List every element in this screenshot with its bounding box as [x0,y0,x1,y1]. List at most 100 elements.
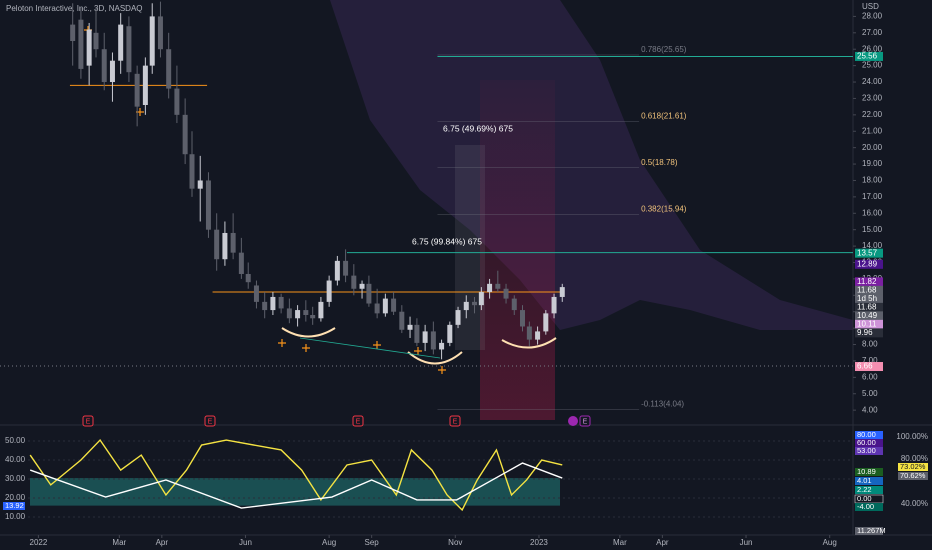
candle-body [334,260,340,281]
price-badge [855,302,883,312]
percent-badge-label: 73.02% [900,462,926,471]
y-tick-label: 28.00 [862,12,883,21]
candle-body [559,287,565,297]
forecast-cloud [330,0,853,330]
indicator-badge-label: 60.00 [857,438,876,447]
candle-body [351,275,357,289]
fib-label: 0.382(15.94) [641,204,687,213]
price-badge [855,328,883,338]
y-tick-label: 21.00 [862,126,883,135]
indicator-badge [855,431,883,439]
candle-body [197,180,203,189]
price-badge [855,285,883,295]
arc [281,327,336,338]
indicator-tick-label: 30.00 [5,474,26,483]
candle-body [174,88,180,115]
event-label: E [356,418,361,425]
price-badge [855,51,883,61]
y-tick-label: 18.00 [862,176,883,185]
candle-body [487,283,493,293]
fib-label: -0.113(4.04) [641,400,684,409]
indicator-badge-label: -4.00 [857,502,874,511]
x-tick-label: Apr [156,538,169,547]
x-tick-label: Mar [613,538,627,547]
y-tick-label: 14.00 [862,241,883,250]
candle-body [93,32,99,50]
candle-body [511,298,517,311]
price-badge [855,294,883,304]
fib-label: 0.618(21.61) [641,111,687,120]
event-label: E [453,418,458,425]
candle-body [471,301,477,306]
price-badge-label: 25.56 [857,52,878,61]
candle-body [101,49,107,83]
candle-body [166,49,172,89]
indicator-badge-label: 10.89 [857,467,876,476]
x-tick-label: Jun [239,538,252,547]
indicator-badge-label: 0.00 [857,494,872,503]
x-tick-label: Mar [112,538,126,547]
y-tick-label: 17.00 [862,192,883,201]
candle-body [318,301,324,319]
event-box [579,415,591,427]
candle-body [189,154,195,189]
price-badge-label: 10.49 [857,311,878,320]
price-badge-label: 9.96 [857,328,873,337]
price-badge [855,259,883,269]
percent-badge [898,472,928,480]
y-tick-label: 20.00 [862,143,883,152]
indicator-tick-label: 50.00 [5,436,26,445]
y-tick-label: 26.00 [862,44,883,53]
candle-body [543,313,549,332]
indicator-badge-label: 80.00 [857,430,876,439]
left-badge [3,502,25,510]
price-badge [855,277,883,287]
candle-body [149,16,155,66]
candle-body [503,288,509,299]
candle-body [86,29,92,66]
indicator-badge [855,477,883,485]
candle-body [157,16,163,50]
event-box [352,415,364,427]
candle-body [478,292,484,306]
candle-body [407,324,413,330]
pattern-arcs [281,327,557,365]
indicator-badge-label: 53.00 [857,446,876,455]
annotation: 6.75 (99.84%) 675 [412,236,482,246]
price-badge-label: 11.68 [857,285,877,294]
percent-badge [898,463,928,471]
candle-body [118,24,124,61]
candle-body [182,114,188,155]
percent-label: 80.00% [901,454,928,463]
event-box [82,415,94,427]
annotation: 6.75 (49.69%) 675 [443,123,513,133]
price-badge-label: 10.11 [857,319,877,328]
y-tick-label: 6.00 [862,372,878,381]
candle-body [422,331,428,343]
candle-body [253,285,259,302]
indicator-badge-label: 2.22 [857,485,872,494]
y-tick-label: 4.00 [862,405,878,414]
candle-body [310,315,316,319]
price-badge-label: 13.57 [857,248,878,257]
candle-body [270,296,276,311]
indicator-tick-label: 40.00 [5,455,26,464]
candle-body [295,310,301,319]
x-tick-label: Nov [448,538,462,547]
candle-body [551,296,557,314]
indicator-tick-label: 10.00 [5,512,26,521]
candle-body [126,26,132,73]
y-tick-label: 8.00 [862,340,878,349]
event-label: E [86,418,91,425]
indicator-line [29,438,563,512]
y-tick-label: 24.00 [862,77,883,86]
highlight-band [480,80,555,420]
candle-body [359,283,365,289]
y-tick-label: 27.00 [862,28,883,37]
y-tick-label: 23.00 [862,94,883,103]
x-tick-label: Aug [322,538,336,547]
x-tick-label: 2022 [30,538,48,547]
indicator-badge [855,447,883,455]
percent-badge-label: 70.62% [900,471,926,480]
